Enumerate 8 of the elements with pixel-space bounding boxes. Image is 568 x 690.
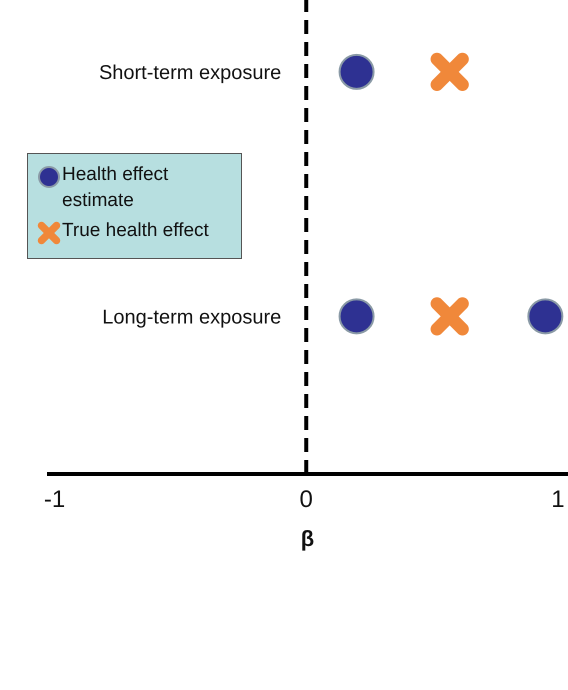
legend-label: Health effect estimate [62, 163, 170, 213]
legend-label: True health effect [62, 219, 209, 243]
x-tick-label: -1 [44, 486, 66, 514]
x-tick-label: 0 [300, 486, 313, 514]
x-tick-label: 1 [551, 486, 565, 514]
y-tick-label: Short-term exposure [98, 62, 282, 84]
y-tick-label: Long-term exposure [102, 306, 282, 328]
x-axis-title: β [300, 526, 314, 551]
